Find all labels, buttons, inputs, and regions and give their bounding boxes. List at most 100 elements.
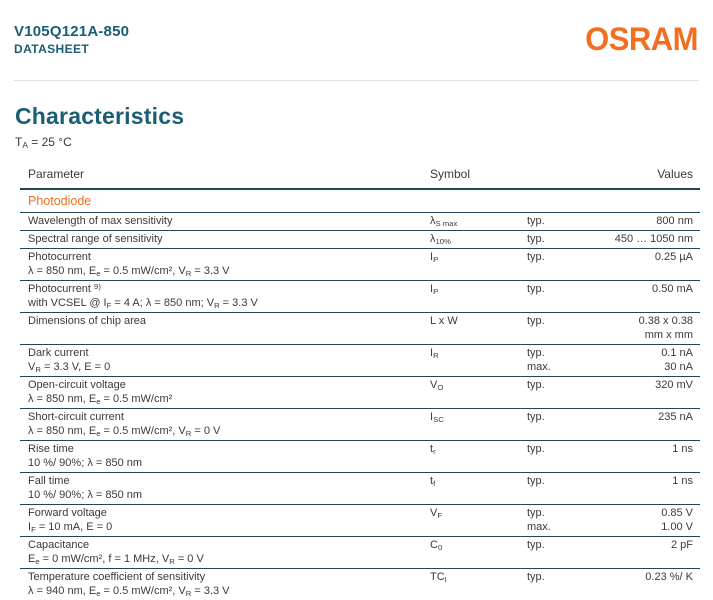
param-name: Spectral range of sensitivity (28, 233, 163, 246)
qualifier: typ. (527, 507, 545, 520)
value: 1 ns (672, 475, 693, 488)
qualifier: typ. (527, 443, 545, 456)
param-symbol: TCI (430, 571, 447, 585)
param-symbol: λS max (430, 215, 458, 229)
qualifier-stack: typ. (527, 282, 607, 310)
value-stack: 0.1 nA 30 nA (607, 346, 700, 374)
param-name: Open-circuit voltage (28, 379, 126, 392)
qualifier-stack: typ. (527, 314, 607, 342)
param-condition: with VCSEL @ IF = 4 A; λ = 850 nm; VR = … (28, 297, 258, 311)
characteristics-table: Parameter Symbol Values Photodiode Wavel… (20, 162, 700, 600)
param-cell: Wavelength of max sensitivity (20, 214, 430, 228)
table-row: Photocurrent λ = 850 nm, Ee = 0.5 mW/cm²… (20, 249, 700, 281)
qualifier: typ. (527, 571, 545, 584)
value: 0.38 x 0.38 (638, 315, 693, 328)
param-name: Temperature coefficient of sensitivity (28, 571, 206, 584)
value: 0.25 µA (654, 251, 693, 264)
qualifier: typ. (527, 215, 545, 228)
table-row: Rise time 10 %/ 90%; λ = 850 nm tr typ. … (20, 441, 700, 473)
qualifier: typ. (527, 379, 545, 392)
value-stack: 2 pF (607, 538, 700, 566)
table-row: Temperature coefficient of sensitivity λ… (20, 569, 700, 600)
value-stack: 235 nA (607, 410, 700, 438)
param-symbol: C0 (430, 539, 443, 553)
header-divider (14, 79, 699, 81)
param-symbol: λ10% (430, 233, 451, 247)
param-condition: Ee = 0 mW/cm², f = 1 MHz, VR = 0 V (28, 553, 204, 567)
value-stack: 800 nm (607, 214, 700, 228)
qualifier-stack: typ. (527, 474, 607, 502)
param-cell: Short-circuit current λ = 850 nm, Ee = 0… (20, 410, 430, 438)
value: 1.00 V (661, 521, 693, 534)
param-symbol: VO (430, 379, 444, 393)
qualifier-stack: typ. (527, 232, 607, 246)
product-block: V105Q121A-850 DATASHEET (14, 24, 129, 56)
value: 800 nm (656, 215, 693, 228)
param-name: Forward voltage (28, 507, 107, 520)
value: 320 mV (655, 379, 693, 392)
qualifier: max. (527, 521, 551, 534)
section-title: Characteristics (15, 102, 185, 129)
param-cell: Temperature coefficient of sensitivity λ… (20, 570, 430, 598)
param-condition: 10 %/ 90%; λ = 850 nm (28, 457, 143, 470)
qualifier: max. (527, 361, 551, 374)
table-row: Fall time 10 %/ 90%; λ = 850 nm tf typ. … (20, 473, 700, 505)
qualifier-stack: typ. (527, 378, 607, 406)
product-name: V105Q121A-850 (14, 23, 130, 40)
table-group-photodiode: Photodiode (20, 190, 700, 213)
qualifier-stack: typ. (527, 410, 607, 438)
param-symbol: VF (430, 507, 443, 521)
param-cell: Spectral range of sensitivity (20, 232, 430, 246)
qualifier-stack: typ. max. (527, 506, 607, 534)
qualifier: typ. (527, 539, 545, 552)
param-condition: λ = 850 nm, Ee = 0.5 mW/cm², VR = 3.3 V (28, 265, 230, 279)
param-name: Photocurrent (28, 251, 91, 264)
qualifier: typ. (527, 251, 545, 264)
table-row: Dark current VR = 3.3 V, E = 0 IR typ. ma… (20, 345, 700, 377)
param-name: Photocurrent 9) (28, 282, 101, 296)
table-rows: Wavelength of max sensitivity λS max typ… (20, 213, 700, 600)
param-cell: Dimensions of chip area (20, 314, 430, 342)
param-condition: IF = 10 mA, E = 0 (28, 521, 113, 535)
qualifier: typ. (527, 233, 545, 246)
qualifier-stack: typ. (527, 214, 607, 228)
table-row: Open-circuit voltage λ = 850 nm, Ee = 0.… (20, 377, 700, 409)
value-stack: 320 mV (607, 378, 700, 406)
value: 0.1 nA (661, 347, 693, 360)
value: 450 … 1050 nm (614, 233, 693, 246)
table-row: Wavelength of max sensitivity λS max typ… (20, 213, 700, 231)
param-cell: Forward voltage IF = 10 mA, E = 0 (20, 506, 430, 534)
param-symbol: tf (430, 475, 436, 489)
table-header-row: Parameter Symbol Values (20, 162, 700, 190)
qualifier-stack: typ. (527, 570, 607, 598)
value-stack: 0.23 %/ K (607, 570, 700, 598)
qualifier: typ. (527, 283, 545, 296)
qualifier: typ. (527, 347, 545, 360)
table-row: Short-circuit current λ = 850 nm, Ee = 0… (20, 409, 700, 441)
table-row: Dimensions of chip area L x W typ. 0.38 … (20, 313, 700, 345)
qualifier-stack: typ. (527, 250, 607, 278)
value: 0.23 %/ K (645, 571, 693, 584)
value: 0.50 mA (652, 283, 693, 296)
table-row: Capacitance Ee = 0 mW/cm², f = 1 MHz, VR… (20, 537, 700, 569)
qualifier: typ. (527, 411, 545, 424)
column-header-values: Values (657, 166, 693, 181)
value-stack: 450 … 1050 nm (607, 232, 700, 246)
page-header: V105Q121A-850 DATASHEET OSRAM (0, 0, 713, 56)
param-name: Short-circuit current (28, 411, 124, 424)
value: 2 pF (670, 539, 693, 552)
param-symbol: IP (430, 283, 439, 297)
param-name: Capacitance (28, 539, 90, 552)
column-header-spacer (527, 167, 607, 181)
param-name: Dark current (28, 347, 89, 360)
value-stack: 0.25 µA (607, 250, 700, 278)
doc-type-label: DATASHEET (14, 41, 90, 56)
value: mm x mm (644, 329, 693, 342)
value: 235 nA (658, 411, 693, 424)
value: 0.85 V (661, 507, 693, 520)
value-stack: 0.38 x 0.38 mm x mm (607, 314, 700, 342)
value-stack: 1 ns (607, 474, 700, 502)
qualifier-stack: typ. max. (527, 346, 607, 374)
ambient-condition: TA = 25 °C (15, 134, 72, 150)
